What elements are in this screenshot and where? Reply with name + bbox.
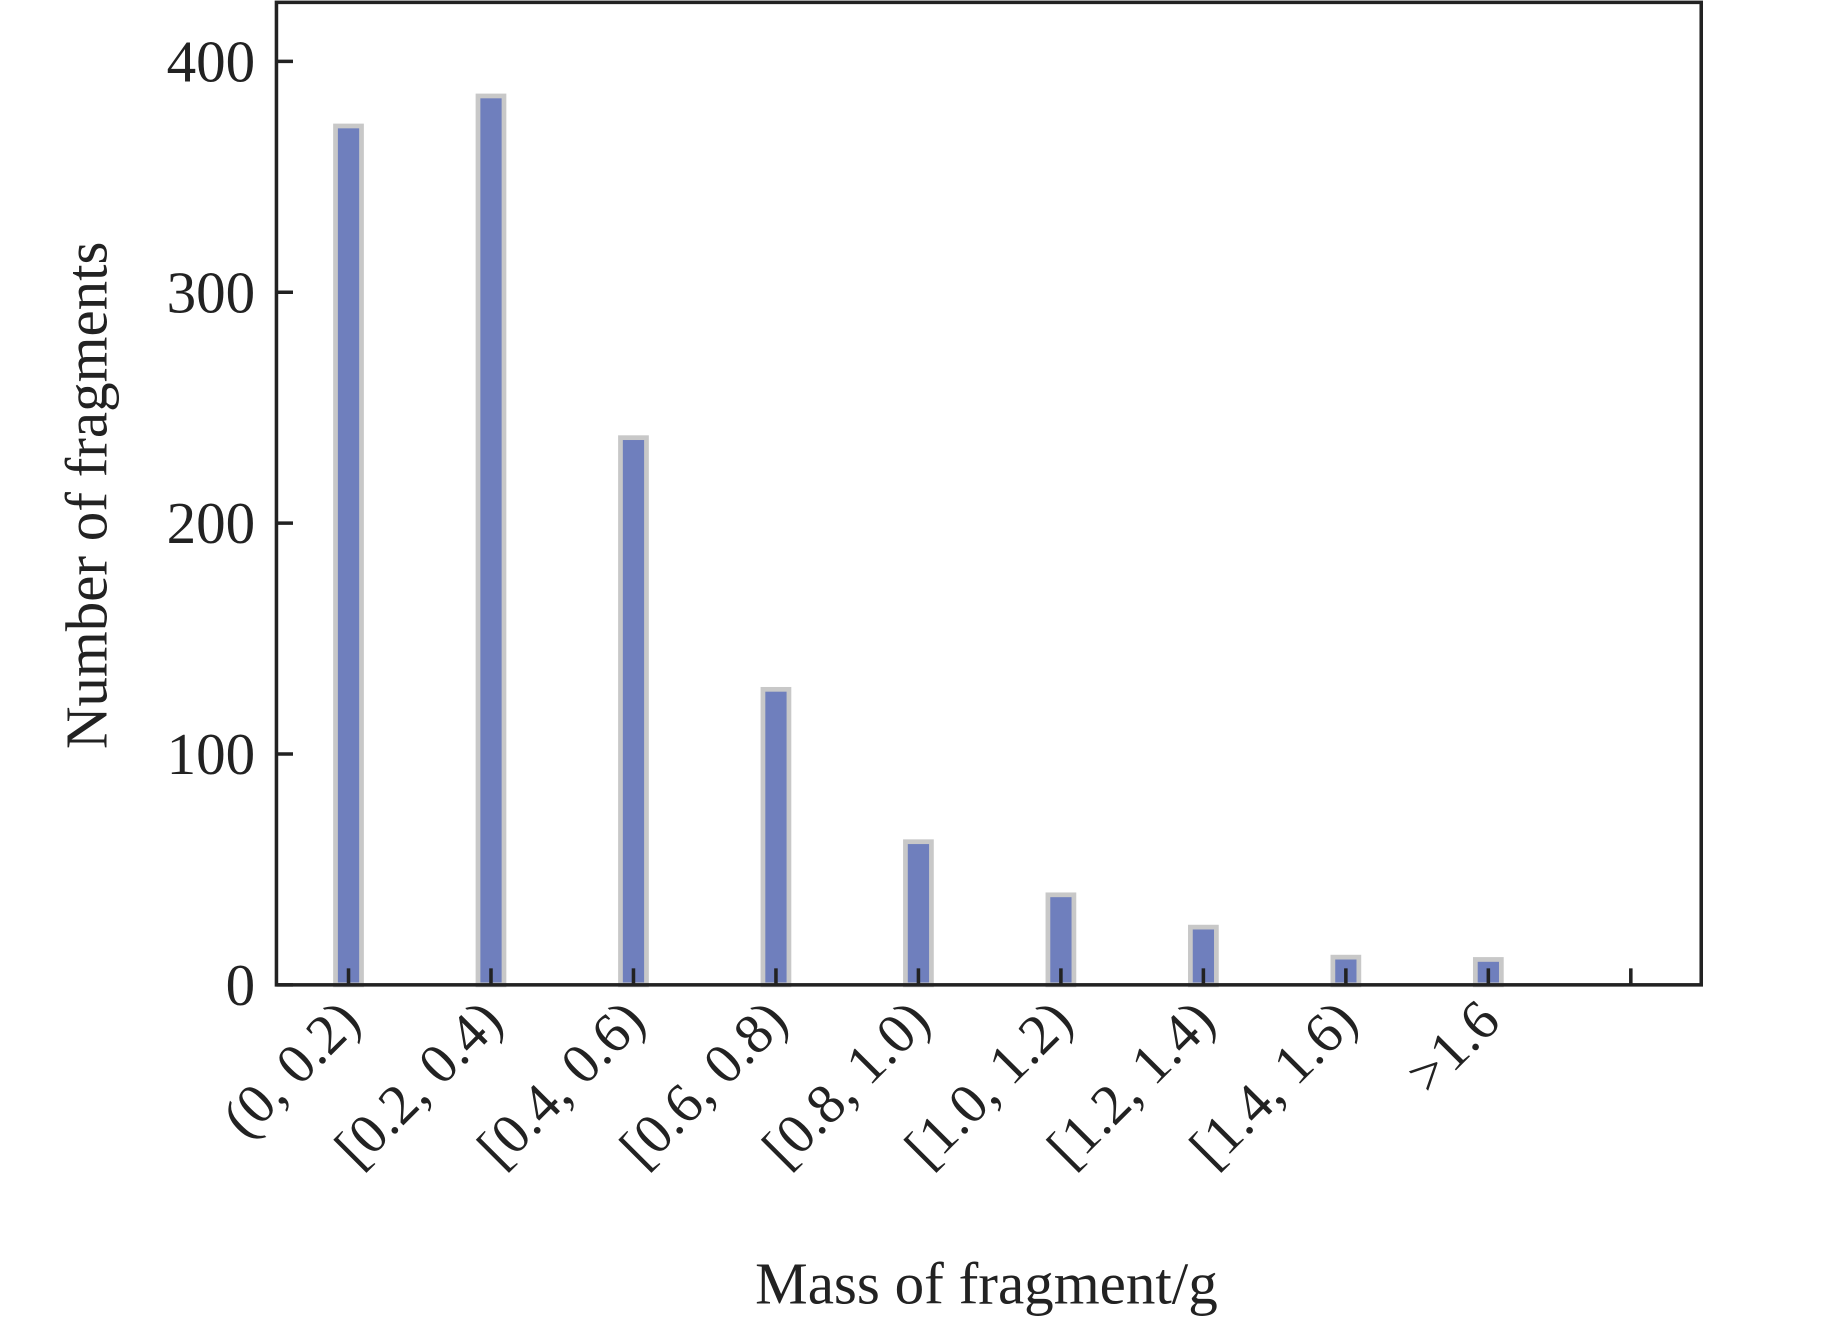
bar-2	[618, 435, 649, 988]
y-tick-label: 200	[167, 490, 256, 556]
x-tick-label: >1.6	[1395, 989, 1512, 1105]
y-tick-label: 0	[226, 952, 256, 1018]
y-tick-label: 300	[167, 259, 256, 325]
bars-group	[333, 93, 1504, 988]
y-tick-label: 400	[167, 28, 256, 94]
ticks-group: (0, 0.2)[0.2, 0.4)[0.4, 0.6)[0.6, 0.8)[0…	[167, 28, 1633, 1180]
x-axis-label: Mass of fragment/g	[755, 1250, 1218, 1316]
bar-4	[903, 839, 934, 988]
plot-frame	[274, 0, 1704, 987]
bar-3	[760, 686, 792, 988]
bar-0	[333, 123, 364, 988]
bar-1	[475, 93, 507, 988]
y-axis-label: Number of fragments	[53, 242, 119, 750]
y-tick-label: 100	[167, 721, 256, 787]
